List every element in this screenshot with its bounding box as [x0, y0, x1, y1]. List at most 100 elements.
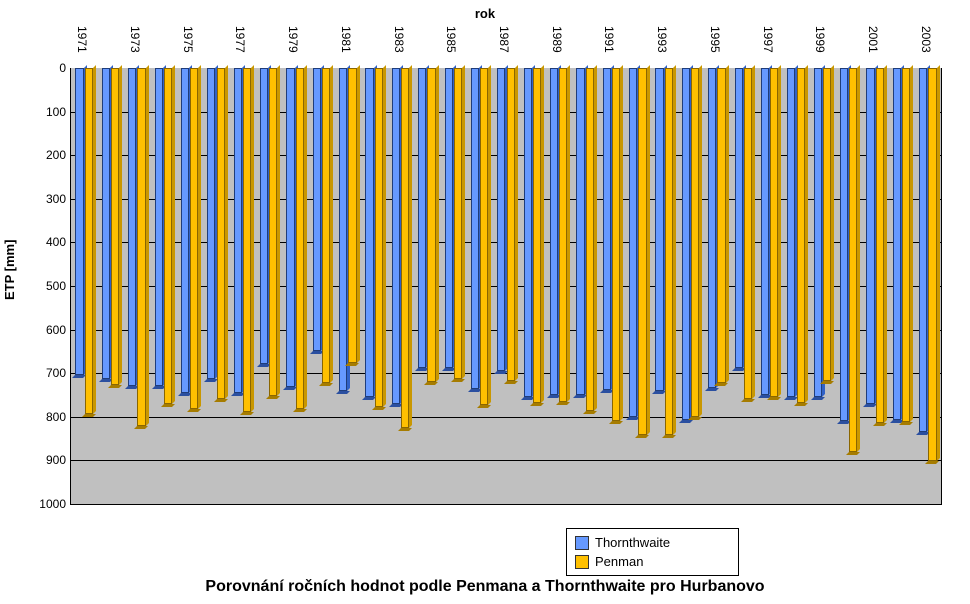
- x-tick-label: 1987: [497, 26, 511, 53]
- bar-t: [550, 68, 558, 395]
- bar-t: [75, 68, 83, 375]
- y-tick-label: 500: [14, 279, 66, 293]
- bar-p: [480, 68, 488, 405]
- bar-p: [902, 68, 910, 422]
- bar-p: [876, 68, 884, 423]
- plot-area: Thornthwaite Penman: [70, 68, 942, 505]
- y-tick-label: 900: [14, 453, 66, 467]
- bar-p: [85, 68, 93, 414]
- x-tick-label: 1973: [128, 26, 142, 53]
- x-tick-label: 1975: [181, 26, 195, 53]
- x-tick-label: 1991: [602, 26, 616, 53]
- bar-t: [708, 68, 716, 388]
- bar-p: [375, 68, 383, 407]
- x-tick-label: 1979: [286, 26, 300, 53]
- x-tick-label: 1971: [75, 26, 89, 53]
- x-tick-label: 1999: [813, 26, 827, 53]
- bar-t: [471, 68, 479, 389]
- bar-t: [234, 68, 242, 393]
- bar-p: [849, 68, 857, 452]
- bar-p: [744, 68, 752, 399]
- bar-p: [217, 68, 225, 399]
- x-axis-title: rok: [0, 6, 970, 21]
- bar-t: [735, 68, 743, 368]
- x-tick-label: 1997: [761, 26, 775, 53]
- bar-t: [445, 68, 453, 368]
- bar-p: [164, 68, 172, 404]
- bar-p: [665, 68, 673, 435]
- y-tick-label: 800: [14, 410, 66, 424]
- bar-p: [797, 68, 805, 403]
- bar-t: [814, 68, 822, 397]
- bar-t: [655, 68, 663, 391]
- legend-swatch-thornthwaite: [575, 536, 589, 550]
- bar-t: [919, 68, 927, 432]
- legend-item-penman: Penman: [575, 552, 730, 571]
- bar-t: [339, 68, 347, 391]
- bar-t: [286, 68, 294, 387]
- bar-p: [928, 68, 936, 461]
- bar-t: [840, 68, 848, 421]
- bar-p: [717, 68, 725, 383]
- bar-t: [392, 68, 400, 404]
- bar-p: [586, 68, 594, 411]
- legend-swatch-penman: [575, 555, 589, 569]
- y-tick-label: 700: [14, 366, 66, 380]
- bar-t: [102, 68, 110, 379]
- bar-t: [155, 68, 163, 386]
- bar-t: [761, 68, 769, 395]
- x-tick-label: 1983: [392, 26, 406, 53]
- bar-t: [603, 68, 611, 390]
- bar-p: [427, 68, 435, 382]
- bar-p: [322, 68, 330, 383]
- y-tick-label: 0: [14, 61, 66, 75]
- bar-t: [181, 68, 189, 393]
- bar-t: [787, 68, 795, 397]
- legend-item-thornthwaite: Thornthwaite: [575, 533, 730, 552]
- bar-t: [866, 68, 874, 404]
- x-tick-label: 1985: [444, 26, 458, 53]
- x-tick-label: 1981: [339, 26, 353, 53]
- gridline: [71, 504, 941, 505]
- x-tick-label: 1989: [550, 26, 564, 53]
- bar-p: [190, 68, 198, 409]
- bar-p: [401, 68, 409, 428]
- x-tick-label: 1977: [233, 26, 247, 53]
- y-tick-label: 600: [14, 323, 66, 337]
- bar-p: [269, 68, 277, 396]
- bar-t: [260, 68, 268, 364]
- y-tick-label: 300: [14, 192, 66, 206]
- y-tick-label: 100: [14, 105, 66, 119]
- x-tick-label: 1993: [655, 26, 669, 53]
- chart-title: Porovnání ročních hodnot podle Penmana a…: [0, 578, 970, 596]
- bar-t: [629, 68, 637, 417]
- y-tick-label: 1000: [14, 497, 66, 511]
- bar-p: [612, 68, 620, 421]
- bar-p: [137, 68, 145, 426]
- x-tick-label: 2001: [866, 26, 880, 53]
- gridline: [71, 417, 941, 418]
- bar-t: [576, 68, 584, 395]
- bar-p: [533, 68, 541, 403]
- legend-label-penman: Penman: [595, 554, 643, 569]
- bar-t: [365, 68, 373, 397]
- bar-t: [497, 68, 505, 371]
- bar-t: [682, 68, 690, 420]
- legend: Thornthwaite Penman: [566, 528, 739, 576]
- bar-p: [770, 68, 778, 397]
- legend-label-thornthwaite: Thornthwaite: [595, 535, 670, 550]
- bar-p: [111, 68, 119, 385]
- bar-p: [691, 68, 699, 417]
- bar-p: [296, 68, 304, 409]
- y-tick-label: 400: [14, 235, 66, 249]
- bar-p: [243, 68, 251, 412]
- bar-p: [454, 68, 462, 379]
- bar-t: [524, 68, 532, 397]
- chart-container: rok ETP [mm] 010020030040050060070080090…: [0, 0, 970, 604]
- x-tick-label: 2003: [919, 26, 933, 53]
- bar-p: [638, 68, 646, 435]
- bar-t: [128, 68, 136, 386]
- bar-p: [348, 68, 356, 363]
- bar-t: [313, 68, 321, 351]
- bar-t: [207, 68, 215, 379]
